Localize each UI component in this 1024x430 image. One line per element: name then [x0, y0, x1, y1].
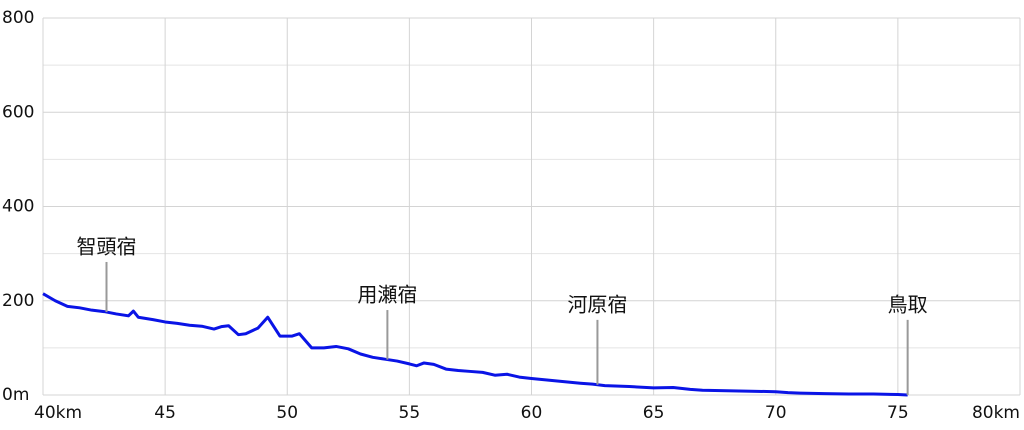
x-tick-label: 80km — [972, 403, 1020, 423]
y-tick-label: 400 — [2, 197, 34, 217]
y-tick-label: 0m — [2, 385, 29, 405]
x-tick-label: 75 — [887, 403, 909, 423]
y-tick-label: 800 — [2, 8, 34, 28]
annotation: 河原宿 — [567, 292, 627, 316]
y-tick-label: 600 — [2, 102, 34, 122]
x-tick-label: 45 — [154, 403, 176, 423]
x-tick-label: 70 — [765, 403, 787, 423]
annotation: 用瀬宿 — [357, 283, 417, 307]
x-tick-label: 65 — [643, 403, 665, 423]
x-tick-label: 60 — [521, 403, 543, 423]
y-tick-label: 200 — [2, 291, 34, 311]
elevation-line — [42, 292, 908, 397]
x-tick-label: 40km — [34, 403, 82, 423]
annotation: 鳥取 — [888, 292, 928, 316]
x-tick-label: 55 — [399, 403, 421, 423]
x-tick-label: 50 — [276, 403, 298, 423]
annotation: 智頭宿 — [77, 234, 137, 258]
